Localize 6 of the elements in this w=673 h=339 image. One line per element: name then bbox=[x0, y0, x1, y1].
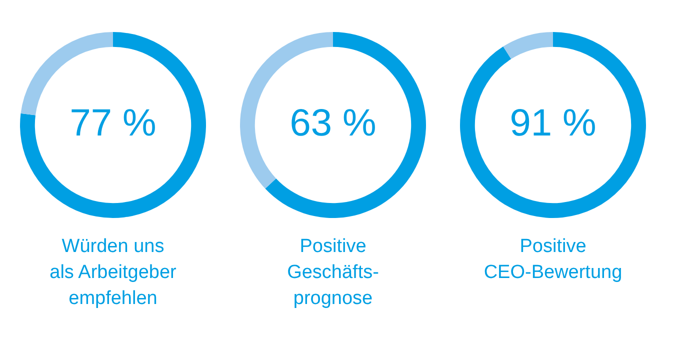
text: Positive Geschäfts- prognose bbox=[286, 235, 380, 311]
data-label: 63 % bbox=[290, 102, 376, 144]
text: Positive CEO-Bewertung bbox=[482, 235, 624, 285]
text: Würden uns als Arbeitgeber empfehlen bbox=[48, 235, 178, 311]
data-label: 77 % bbox=[70, 102, 156, 144]
data-label: 91 % bbox=[510, 102, 596, 144]
